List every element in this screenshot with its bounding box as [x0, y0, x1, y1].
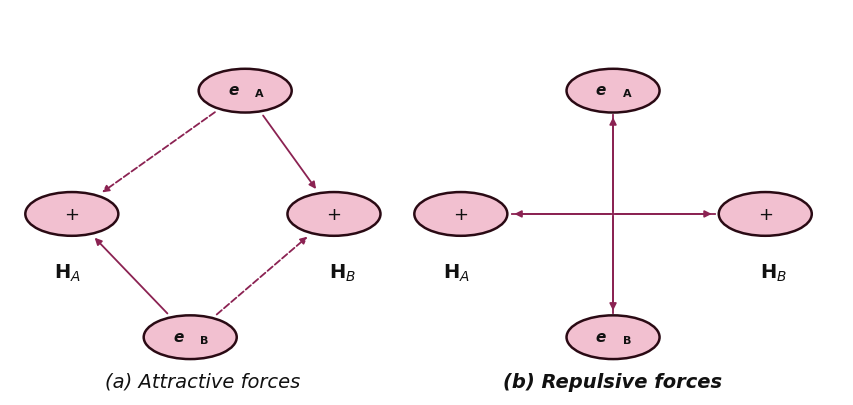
Text: H$_A$: H$_A$ — [54, 262, 81, 283]
Text: e: e — [228, 83, 238, 98]
Text: H$_A$: H$_A$ — [443, 262, 469, 283]
Circle shape — [143, 315, 236, 359]
Circle shape — [566, 315, 659, 359]
Circle shape — [414, 193, 507, 236]
Text: H$_B$: H$_B$ — [759, 262, 786, 283]
Text: +: + — [326, 205, 341, 224]
Text: A: A — [623, 89, 631, 99]
Text: (b) Repulsive forces: (b) Repulsive forces — [503, 372, 722, 391]
Text: (a) Attractive forces: (a) Attractive forces — [105, 372, 300, 391]
Text: B: B — [200, 335, 208, 345]
Text: H$_B$: H$_B$ — [328, 262, 356, 283]
Text: +: + — [453, 205, 467, 224]
Text: A: A — [255, 89, 264, 99]
Text: e: e — [595, 329, 606, 344]
Circle shape — [287, 193, 380, 236]
Text: +: + — [757, 205, 772, 224]
Circle shape — [566, 70, 659, 113]
Circle shape — [199, 70, 292, 113]
Text: e: e — [595, 83, 606, 98]
Text: e: e — [173, 329, 183, 344]
Circle shape — [718, 193, 811, 236]
Circle shape — [26, 193, 119, 236]
Text: +: + — [64, 205, 79, 224]
Text: B: B — [623, 335, 631, 345]
